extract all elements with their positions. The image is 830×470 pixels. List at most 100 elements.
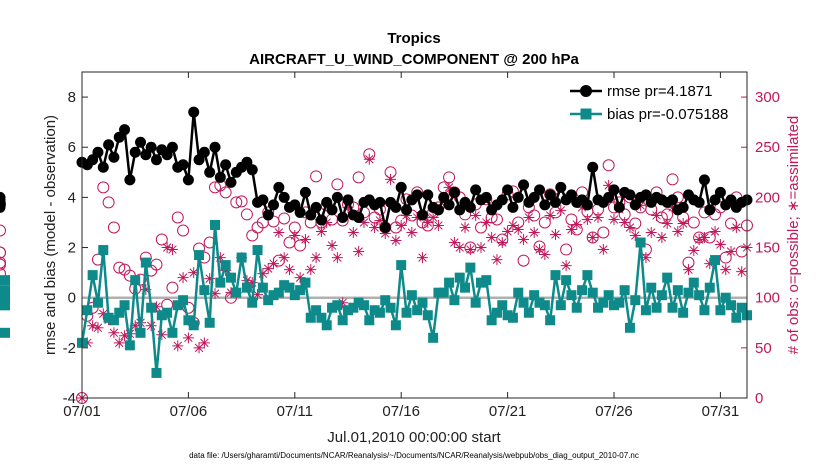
bias-point	[332, 300, 343, 311]
rmse-point	[677, 201, 689, 213]
obs-assimilated-point	[571, 218, 583, 230]
bias-point	[284, 282, 295, 293]
rmse-point	[188, 106, 200, 118]
x-tick-label: 07/16	[382, 403, 420, 420]
bias-point	[571, 302, 582, 313]
bias-point	[465, 262, 476, 273]
obs-assimilated-point	[246, 277, 258, 289]
bias-point	[220, 260, 231, 271]
obs-possible-point	[687, 216, 700, 229]
obs-assimilated-point	[129, 320, 141, 332]
obs-possible-point	[177, 224, 190, 237]
rmse-series	[0, 106, 753, 233]
bias-point	[119, 300, 130, 311]
x-axis-label: Jul.01,2010 00:00:00 start	[327, 429, 501, 446]
bias-point	[358, 300, 369, 311]
y-right-tick-label: 250	[755, 139, 780, 156]
rmse-point	[512, 191, 524, 203]
bias-point	[699, 305, 710, 316]
bias-point	[295, 285, 306, 296]
rmse-point	[395, 181, 407, 193]
obs-assimilated-point	[581, 213, 593, 225]
rmse-point	[299, 186, 311, 198]
rmse-point	[92, 146, 104, 158]
rmse-point	[613, 201, 625, 213]
rmse-point	[443, 199, 455, 211]
bias-point	[300, 277, 311, 288]
bias-point	[534, 297, 545, 308]
obs-assimilated-point	[688, 245, 700, 257]
obs-assimilated-point	[624, 221, 636, 233]
obs-assimilated-point	[204, 273, 216, 285]
obs-assimilated-point	[289, 230, 301, 241]
bias-series	[0, 219, 752, 378]
obs-assimilated-point	[411, 211, 423, 223]
bias-point	[417, 297, 428, 308]
obs-assimilated-point	[363, 153, 375, 165]
rmse-point	[198, 146, 210, 158]
rmse-point	[124, 174, 136, 186]
bias-point	[662, 272, 673, 283]
obs-assimilated-point	[294, 272, 306, 284]
legend-bias-label: bias pr=-0.075188	[607, 106, 728, 123]
bias-point	[236, 252, 247, 263]
plot-frame	[81, 71, 748, 399]
rmse-point	[257, 194, 269, 206]
bias-point	[151, 367, 162, 378]
obs-assimilated-point	[268, 258, 280, 270]
rmse-point	[145, 141, 157, 153]
x-tick-label: 07/26	[595, 403, 633, 420]
obs-assimilated-point	[645, 226, 657, 238]
obs-possible-point	[0, 246, 6, 259]
bias-point	[502, 310, 513, 321]
obs-assimilated-point	[305, 264, 317, 276]
obs-assimilated-point	[528, 226, 540, 238]
obs-assimilated-point	[326, 240, 338, 252]
obs-possible-point	[294, 239, 307, 252]
obs-possible-point	[331, 178, 344, 191]
y-right-tick-label: 0	[755, 390, 763, 407]
obs-possible-point	[602, 159, 615, 172]
bias-point	[305, 312, 316, 323]
bias-point	[162, 307, 173, 318]
bias-point	[672, 285, 683, 296]
bias-point	[204, 317, 215, 328]
bias-point	[156, 310, 167, 321]
obs-assimilated-point	[502, 225, 514, 237]
obs-assimilated-point	[448, 237, 460, 249]
obs-assimilated-point	[220, 265, 232, 277]
obs-assimilated-point	[193, 342, 205, 354]
obs-assimilated-point	[81, 337, 93, 349]
obs-possible-point	[235, 195, 248, 208]
obs-assimilated-point	[730, 221, 742, 233]
obs-assimilated-point	[597, 244, 609, 256]
bias-point	[279, 280, 290, 291]
y-axis-label: rmse and bias (model - observation)	[42, 115, 59, 355]
obs-assimilated-point	[629, 230, 641, 241]
obs-assimilated-point	[273, 226, 285, 238]
obs-assimilated-point	[661, 217, 673, 229]
rmse-point	[97, 161, 109, 173]
bias-point	[210, 219, 220, 230]
bias-point	[327, 302, 338, 313]
y-tick-label: 0	[68, 290, 76, 307]
rmse-point	[704, 204, 716, 216]
rmse-point	[135, 136, 147, 148]
obs-possible-point	[209, 181, 221, 194]
bias-point	[412, 305, 423, 316]
bias-point	[491, 307, 502, 318]
bias-point	[0, 300, 10, 311]
obs-assimilated-point	[331, 252, 343, 264]
legend-bias-marker	[580, 108, 592, 120]
rmse-point	[315, 214, 327, 226]
obs-assimilated-point	[682, 264, 694, 276]
bias-point	[523, 307, 534, 318]
rmse-point	[390, 201, 402, 213]
bias-point	[390, 320, 401, 331]
y-right-axis-label: # of obs: o=possible; ∗=assimilated	[785, 116, 802, 355]
rmse-point	[278, 191, 290, 203]
obs-assimilated-point	[725, 246, 737, 258]
obs-assimilated-point	[507, 219, 519, 231]
rmse-point	[549, 196, 561, 208]
bias-point	[720, 292, 731, 303]
